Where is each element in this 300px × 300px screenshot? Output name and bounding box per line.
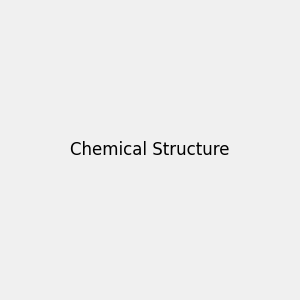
Text: Chemical Structure: Chemical Structure bbox=[70, 141, 230, 159]
